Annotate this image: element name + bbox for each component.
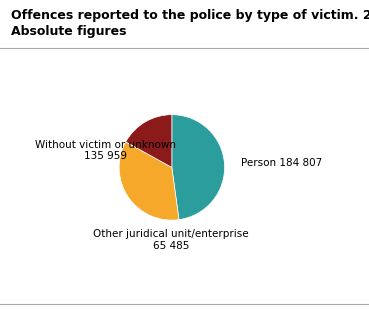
Text: Without victim or unknown
135 959: Without victim or unknown 135 959 <box>35 140 176 161</box>
Wedge shape <box>119 142 179 220</box>
Text: Offences reported to the police by type of victim. 2008.
Absolute figures: Offences reported to the police by type … <box>11 9 369 38</box>
Wedge shape <box>126 115 172 167</box>
Wedge shape <box>172 115 225 219</box>
Text: Other juridical unit/enterprise
65 485: Other juridical unit/enterprise 65 485 <box>93 229 249 251</box>
Text: Person 184 807: Person 184 807 <box>241 158 323 168</box>
